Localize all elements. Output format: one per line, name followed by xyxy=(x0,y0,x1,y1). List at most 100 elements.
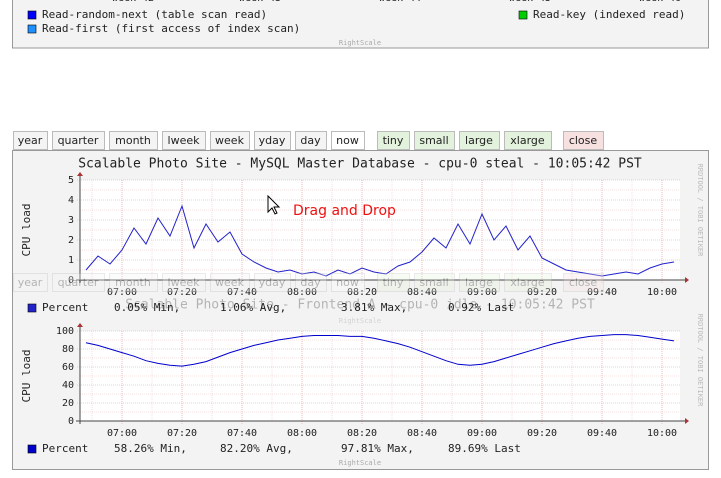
tab[interactable]: tiny xyxy=(377,273,410,292)
legend-label: Read-random-next (table scan read) xyxy=(42,8,267,21)
tab[interactable]: month xyxy=(109,131,158,150)
tab[interactable]: yday xyxy=(254,273,291,292)
x-tick-label: 07:40 xyxy=(227,428,257,439)
tab-label: lweek xyxy=(168,276,201,289)
tab-label: lweek xyxy=(168,134,201,147)
stat: 58.26% Min, xyxy=(114,442,187,455)
stat: 3.81% Max, xyxy=(341,301,407,314)
x-tick-label: 09:20 xyxy=(527,287,557,298)
week-label: week 46 xyxy=(639,0,681,4)
tab-box xyxy=(504,131,552,150)
tab-box xyxy=(210,273,250,292)
tab[interactable]: small xyxy=(414,273,455,292)
tab[interactable]: yday xyxy=(254,131,291,150)
tab-box xyxy=(377,273,410,292)
tab-box xyxy=(210,131,250,150)
tab[interactable]: small xyxy=(414,131,455,150)
tab-label: week xyxy=(215,134,245,147)
tab-label: month xyxy=(115,134,151,147)
drag-ghost[interactable]: year quarter month lweek week yday day now tiny s… xyxy=(13,273,604,326)
tab-label: small xyxy=(419,276,448,289)
tab-label: quarter xyxy=(58,134,99,147)
x-tick-label: 07:40 xyxy=(227,287,257,298)
tab-box xyxy=(414,273,455,292)
tab-box xyxy=(52,273,105,292)
stat: 82.20% Avg, xyxy=(220,442,293,455)
tab[interactable]: large xyxy=(459,273,500,292)
tab[interactable]: day xyxy=(295,131,327,150)
week-label: week 43 xyxy=(239,0,281,4)
close-tab[interactable]: close xyxy=(563,131,604,150)
week-label: week 44 xyxy=(379,0,421,4)
tab[interactable]: xlarge xyxy=(504,131,552,150)
x-tick-label: 09:40 xyxy=(587,287,617,298)
tab[interactable]: now xyxy=(331,131,365,150)
tab-box xyxy=(295,131,327,150)
y-axis-arrow xyxy=(77,172,83,176)
tab[interactable]: lweek xyxy=(162,273,206,292)
tab-box xyxy=(162,273,206,292)
tab[interactable]: quarter xyxy=(52,273,105,292)
tab-box xyxy=(331,273,365,292)
brand: RightScale xyxy=(339,317,381,325)
tab-box xyxy=(459,273,500,292)
week-label: week 45 xyxy=(509,0,551,4)
brand: RightScale xyxy=(339,459,381,467)
y-tick-label: 3 xyxy=(68,215,74,226)
series-line xyxy=(85,204,675,277)
x-axis-arrow xyxy=(685,418,689,424)
tab[interactable]: large xyxy=(459,131,500,150)
tab-label: tiny xyxy=(383,134,404,147)
tab-box xyxy=(254,273,291,292)
tab-label: month xyxy=(115,276,151,289)
legend-label: Percent xyxy=(42,442,88,455)
tab[interactable]: week xyxy=(210,273,250,292)
close-tab[interactable]: close xyxy=(563,273,604,292)
tab[interactable]: year xyxy=(13,131,48,150)
drag-drop-label: Drag and Drop xyxy=(293,203,396,219)
tab-label: year xyxy=(18,134,43,147)
tab-label: small xyxy=(419,134,448,147)
tab-box xyxy=(254,131,291,150)
tab[interactable]: week xyxy=(210,131,250,150)
x-tick-label: 08:00 xyxy=(287,428,317,439)
tab-box xyxy=(377,131,410,150)
x-tick-label: 10:00 xyxy=(647,287,677,298)
tab[interactable]: xlarge xyxy=(504,273,552,292)
graph-title: Scalable Photo Site - Frontend A - cpu-0… xyxy=(125,298,595,313)
y-tick-label: 4 xyxy=(68,195,74,206)
y-tick-label: 40 xyxy=(62,380,74,391)
tab-label: large xyxy=(465,134,493,147)
y-tick-label: 80 xyxy=(62,344,74,355)
x-tick-label: 09:00 xyxy=(467,287,497,298)
tab-box xyxy=(13,131,48,150)
x-tick-label: 08:20 xyxy=(347,287,377,298)
tab-label: now xyxy=(336,276,359,289)
tab[interactable]: month xyxy=(109,273,158,292)
x-tick-label: 08:40 xyxy=(407,428,437,439)
legend-swatch xyxy=(518,10,528,20)
tab[interactable]: year xyxy=(13,273,48,292)
x-tick-label: 07:20 xyxy=(167,428,197,439)
side-label: RRDTOOL / TOBI OETIKER xyxy=(696,164,704,258)
x-tick-label: 09:20 xyxy=(527,428,557,439)
tab-box xyxy=(459,131,500,150)
week-label: week 42 xyxy=(112,0,154,4)
tab-box xyxy=(295,273,327,292)
stat: 97.81% Max, xyxy=(341,442,414,455)
tab-label: year xyxy=(18,276,43,289)
y-axis-label: CPU load xyxy=(20,350,33,403)
tab[interactable]: day xyxy=(295,273,327,292)
legend-swatch xyxy=(27,303,37,313)
tab[interactable]: lweek xyxy=(162,131,206,150)
tab[interactable]: quarter xyxy=(52,131,105,150)
tab-box xyxy=(414,131,455,150)
legend-label: Percent xyxy=(42,301,88,314)
tab-box xyxy=(563,273,604,292)
stat: 0.05% Min, xyxy=(114,301,180,314)
stat: 89.69% Last xyxy=(448,442,521,455)
tab[interactable]: tiny xyxy=(377,131,410,150)
tab[interactable]: now xyxy=(331,273,365,292)
tab-label: yday xyxy=(259,276,286,289)
